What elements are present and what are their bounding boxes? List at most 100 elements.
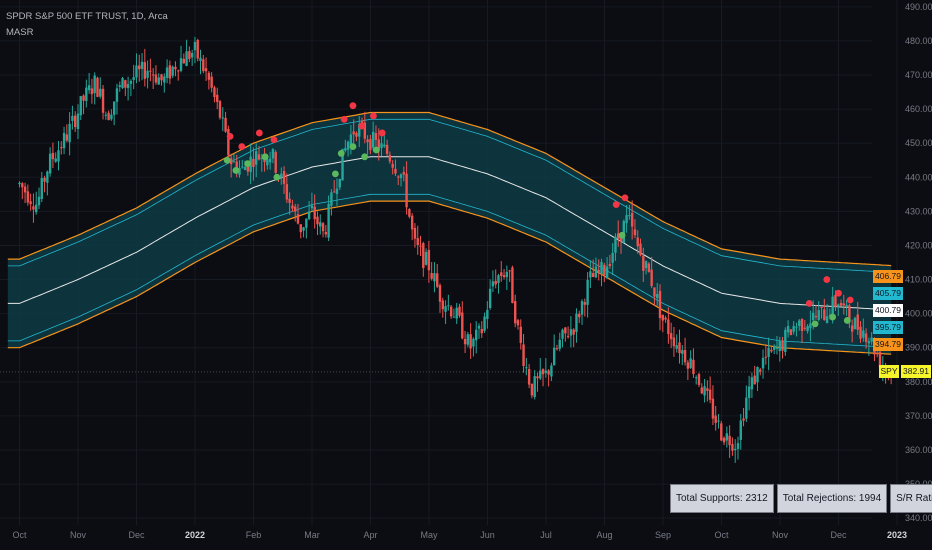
candle-body xyxy=(87,85,91,91)
rejection-marker xyxy=(378,129,386,137)
candle-body xyxy=(369,139,372,150)
candle-body xyxy=(383,144,386,147)
candle-body xyxy=(647,263,651,272)
support-marker xyxy=(232,167,240,174)
candle-body xyxy=(692,359,695,375)
ma-band-fill xyxy=(7,112,892,355)
last-price-tag: 382.91 xyxy=(901,365,931,379)
candle-body xyxy=(282,171,286,184)
y-tick-label: 340.00 xyxy=(905,513,932,523)
candle-body xyxy=(552,347,556,366)
candle-body xyxy=(397,176,400,178)
rejection-marker xyxy=(823,276,831,283)
support-marker xyxy=(372,146,380,154)
candle-body xyxy=(305,218,308,228)
x-tick-label: Dec xyxy=(830,530,847,540)
candle-body xyxy=(271,149,275,159)
candle-body xyxy=(302,227,305,231)
candle-body xyxy=(255,151,258,165)
support-marker xyxy=(349,143,357,150)
x-tick-label: Mar xyxy=(304,530,320,540)
band-upper-inner-tag: 405.79 xyxy=(873,287,903,301)
x-tick-label: May xyxy=(420,530,438,540)
y-tick-label: 490.00 xyxy=(905,2,932,12)
candle-body xyxy=(449,306,453,317)
x-tick-label: Feb xyxy=(246,530,262,540)
candle-body xyxy=(82,95,85,101)
support-marker xyxy=(332,170,339,178)
rejection-marker xyxy=(270,136,278,144)
rejection-marker xyxy=(846,296,854,304)
candle-body xyxy=(344,148,347,151)
candle-body xyxy=(227,129,230,156)
candle-body xyxy=(617,233,620,239)
candle-body xyxy=(96,77,99,97)
candle-body xyxy=(814,315,818,318)
candle-body xyxy=(299,224,302,233)
candle-body xyxy=(243,166,247,171)
candle-body xyxy=(18,182,21,185)
candle-body xyxy=(416,238,419,245)
candle-body xyxy=(605,266,609,279)
candle-body xyxy=(720,423,723,441)
candle-body xyxy=(848,305,851,323)
candle-body xyxy=(491,281,495,287)
candle-body xyxy=(160,74,163,81)
ma-band-lower-outer xyxy=(7,200,892,355)
candle-body xyxy=(182,58,186,64)
candle-body xyxy=(750,377,754,390)
candle-body xyxy=(124,80,127,88)
candle-body xyxy=(656,294,659,299)
candle-body xyxy=(129,80,133,84)
candle-body xyxy=(433,273,436,282)
support-marker xyxy=(223,156,231,164)
band-mid-tag: 400.79 xyxy=(873,304,903,318)
candle-body xyxy=(422,243,425,269)
indicator-name[interactable]: MASR xyxy=(6,27,34,38)
candle-body xyxy=(90,88,94,95)
candle-body xyxy=(341,148,344,181)
candle-body xyxy=(427,249,431,271)
candle-body xyxy=(809,323,812,329)
candle-body xyxy=(126,84,130,89)
candle-body xyxy=(630,212,634,227)
candle-body xyxy=(274,152,277,173)
candle-body xyxy=(115,88,119,102)
candle-body xyxy=(611,252,614,263)
candle-body xyxy=(502,275,506,278)
candle-body xyxy=(483,316,486,331)
candle-body xyxy=(452,316,456,318)
candle-body xyxy=(667,319,670,335)
candle-body xyxy=(597,269,600,272)
ma-band-mid xyxy=(7,156,892,311)
candle-body xyxy=(530,383,534,396)
candle-body xyxy=(246,166,250,172)
candle-body xyxy=(232,161,236,163)
candle-body xyxy=(837,304,840,307)
candle-body xyxy=(71,115,74,121)
candle-body xyxy=(820,306,823,308)
candle-body xyxy=(594,266,598,278)
candle-body xyxy=(550,365,553,377)
symbol-tag: SPY xyxy=(879,365,899,379)
candle-body xyxy=(408,209,411,217)
candle-body xyxy=(513,301,517,324)
candle-body xyxy=(725,433,729,441)
x-tick-label: 2022 xyxy=(185,530,205,540)
candle-body xyxy=(352,131,355,135)
candle-body xyxy=(238,167,241,175)
candle-body xyxy=(218,101,222,118)
candle-body xyxy=(402,172,406,175)
rejection-marker xyxy=(226,132,234,140)
ma-band-upper-outer xyxy=(7,111,892,267)
candle-body xyxy=(224,117,227,132)
candle-body xyxy=(26,191,30,203)
candle-body xyxy=(700,387,703,394)
support-marker xyxy=(843,317,851,324)
x-tick-label: Sep xyxy=(655,530,671,540)
candle-body xyxy=(54,158,57,162)
x-tick-label: Jul xyxy=(540,530,552,540)
candle-body xyxy=(753,375,756,385)
candle-body xyxy=(466,334,470,345)
